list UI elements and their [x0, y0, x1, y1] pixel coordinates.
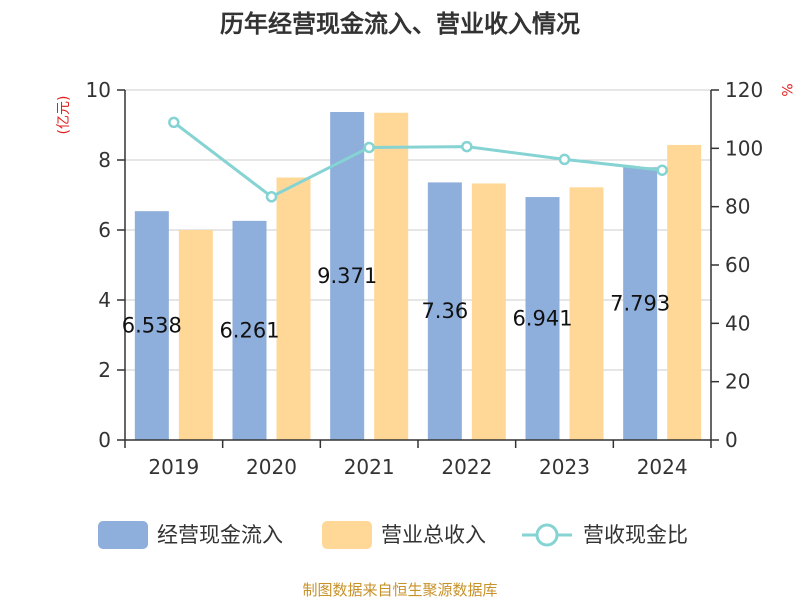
y-right-tick-label: 100 [725, 136, 763, 160]
y-right-axis-label: % [778, 83, 794, 96]
data-label-cash-inflow: 6.538 [122, 314, 182, 338]
legend: 经营现金流入 营业总收入 营收现金比 [98, 521, 688, 549]
point-cash-ratio-2022 [461, 140, 473, 153]
bar-cash-inflow-2023 [525, 197, 560, 440]
bar-cash-inflow-2024 [623, 167, 658, 440]
bar-revenue-2024 [667, 144, 702, 440]
bar-cash-inflow-2020 [232, 220, 267, 440]
data-label-cash-inflow: 7.36 [421, 299, 468, 323]
data-label-cash-inflow: 7.793 [610, 292, 670, 316]
x-tick-label: 2020 [246, 455, 297, 479]
y-left-tick-label: 8 [98, 148, 111, 172]
legend-label-cash-inflow: 经营现金流入 [157, 523, 283, 547]
y-right-tick-label: 60 [725, 253, 750, 277]
legend-item-cash-ratio[interactable]: 营收现金比 [522, 523, 688, 547]
legend-marker-cash-ratio [535, 523, 559, 547]
x-tick-label: 2019 [148, 455, 199, 479]
bar-cash-inflow-2019 [134, 211, 169, 440]
data-label-cash-inflow: 9.371 [317, 264, 377, 288]
legend-swatch-cash-inflow [98, 521, 148, 549]
point-cash-ratio-2024 [656, 164, 668, 176]
bar-revenue-2021 [374, 112, 409, 440]
x-tick-label: 2022 [441, 455, 492, 479]
legend-swatch-revenue [322, 521, 372, 549]
legend-label-revenue: 营业总收入 [381, 523, 486, 547]
x-tick-label: 2024 [637, 455, 688, 479]
y-left-tick-label: 6 [98, 218, 111, 242]
chart-title: 历年经营现金流入、营业收入情况 [220, 10, 580, 38]
bar-revenue-2020 [276, 177, 311, 440]
point-cash-ratio-2021 [363, 141, 375, 154]
y-right-tick-label: 0 [725, 428, 738, 452]
bar-revenue-2023 [569, 187, 604, 440]
grid [125, 89, 711, 371]
point-cash-ratio-2019 [168, 116, 180, 129]
bars [134, 112, 702, 440]
line-cash-ratio [172, 121, 663, 199]
bar-cash-inflow-2022 [427, 182, 462, 440]
y-right-tick-label: 80 [725, 195, 750, 219]
bar-revenue-2019 [178, 230, 213, 440]
x-tick-label: 2021 [344, 455, 395, 479]
data-labels: 6.538 6.261 9.371 7.36 6.941 7.793 [122, 264, 670, 342]
y-left-tick-label: 0 [98, 428, 111, 452]
legend-item-cash-inflow[interactable]: 经营现金流入 [98, 521, 283, 549]
x-tick-label: 2023 [539, 455, 590, 479]
source-note: 制图数据来自恒生聚源数据库 [302, 581, 497, 599]
legend-label-cash-ratio: 营收现金比 [583, 523, 688, 547]
bar-revenue-2022 [471, 183, 506, 440]
y-left-axis-label: (亿元) [56, 96, 72, 135]
point-cash-ratio-2023 [558, 153, 571, 166]
y-right-tick-label: 40 [725, 311, 750, 335]
line-series [168, 116, 668, 203]
bar-cash-inflow-2021 [330, 112, 365, 440]
y-right-tick-label: 20 [725, 370, 750, 394]
y-right-tick-label: 120 [725, 78, 763, 102]
axes [117, 89, 719, 448]
data-label-cash-inflow: 6.941 [512, 307, 572, 331]
y-left-tick-label: 4 [98, 288, 111, 312]
legend-item-revenue[interactable]: 营业总收入 [322, 521, 486, 549]
data-label-cash-inflow: 6.261 [219, 318, 279, 342]
y-left-tick-label: 10 [86, 78, 111, 102]
point-cash-ratio-2020 [265, 191, 278, 203]
y-left-tick-label: 2 [98, 358, 111, 382]
